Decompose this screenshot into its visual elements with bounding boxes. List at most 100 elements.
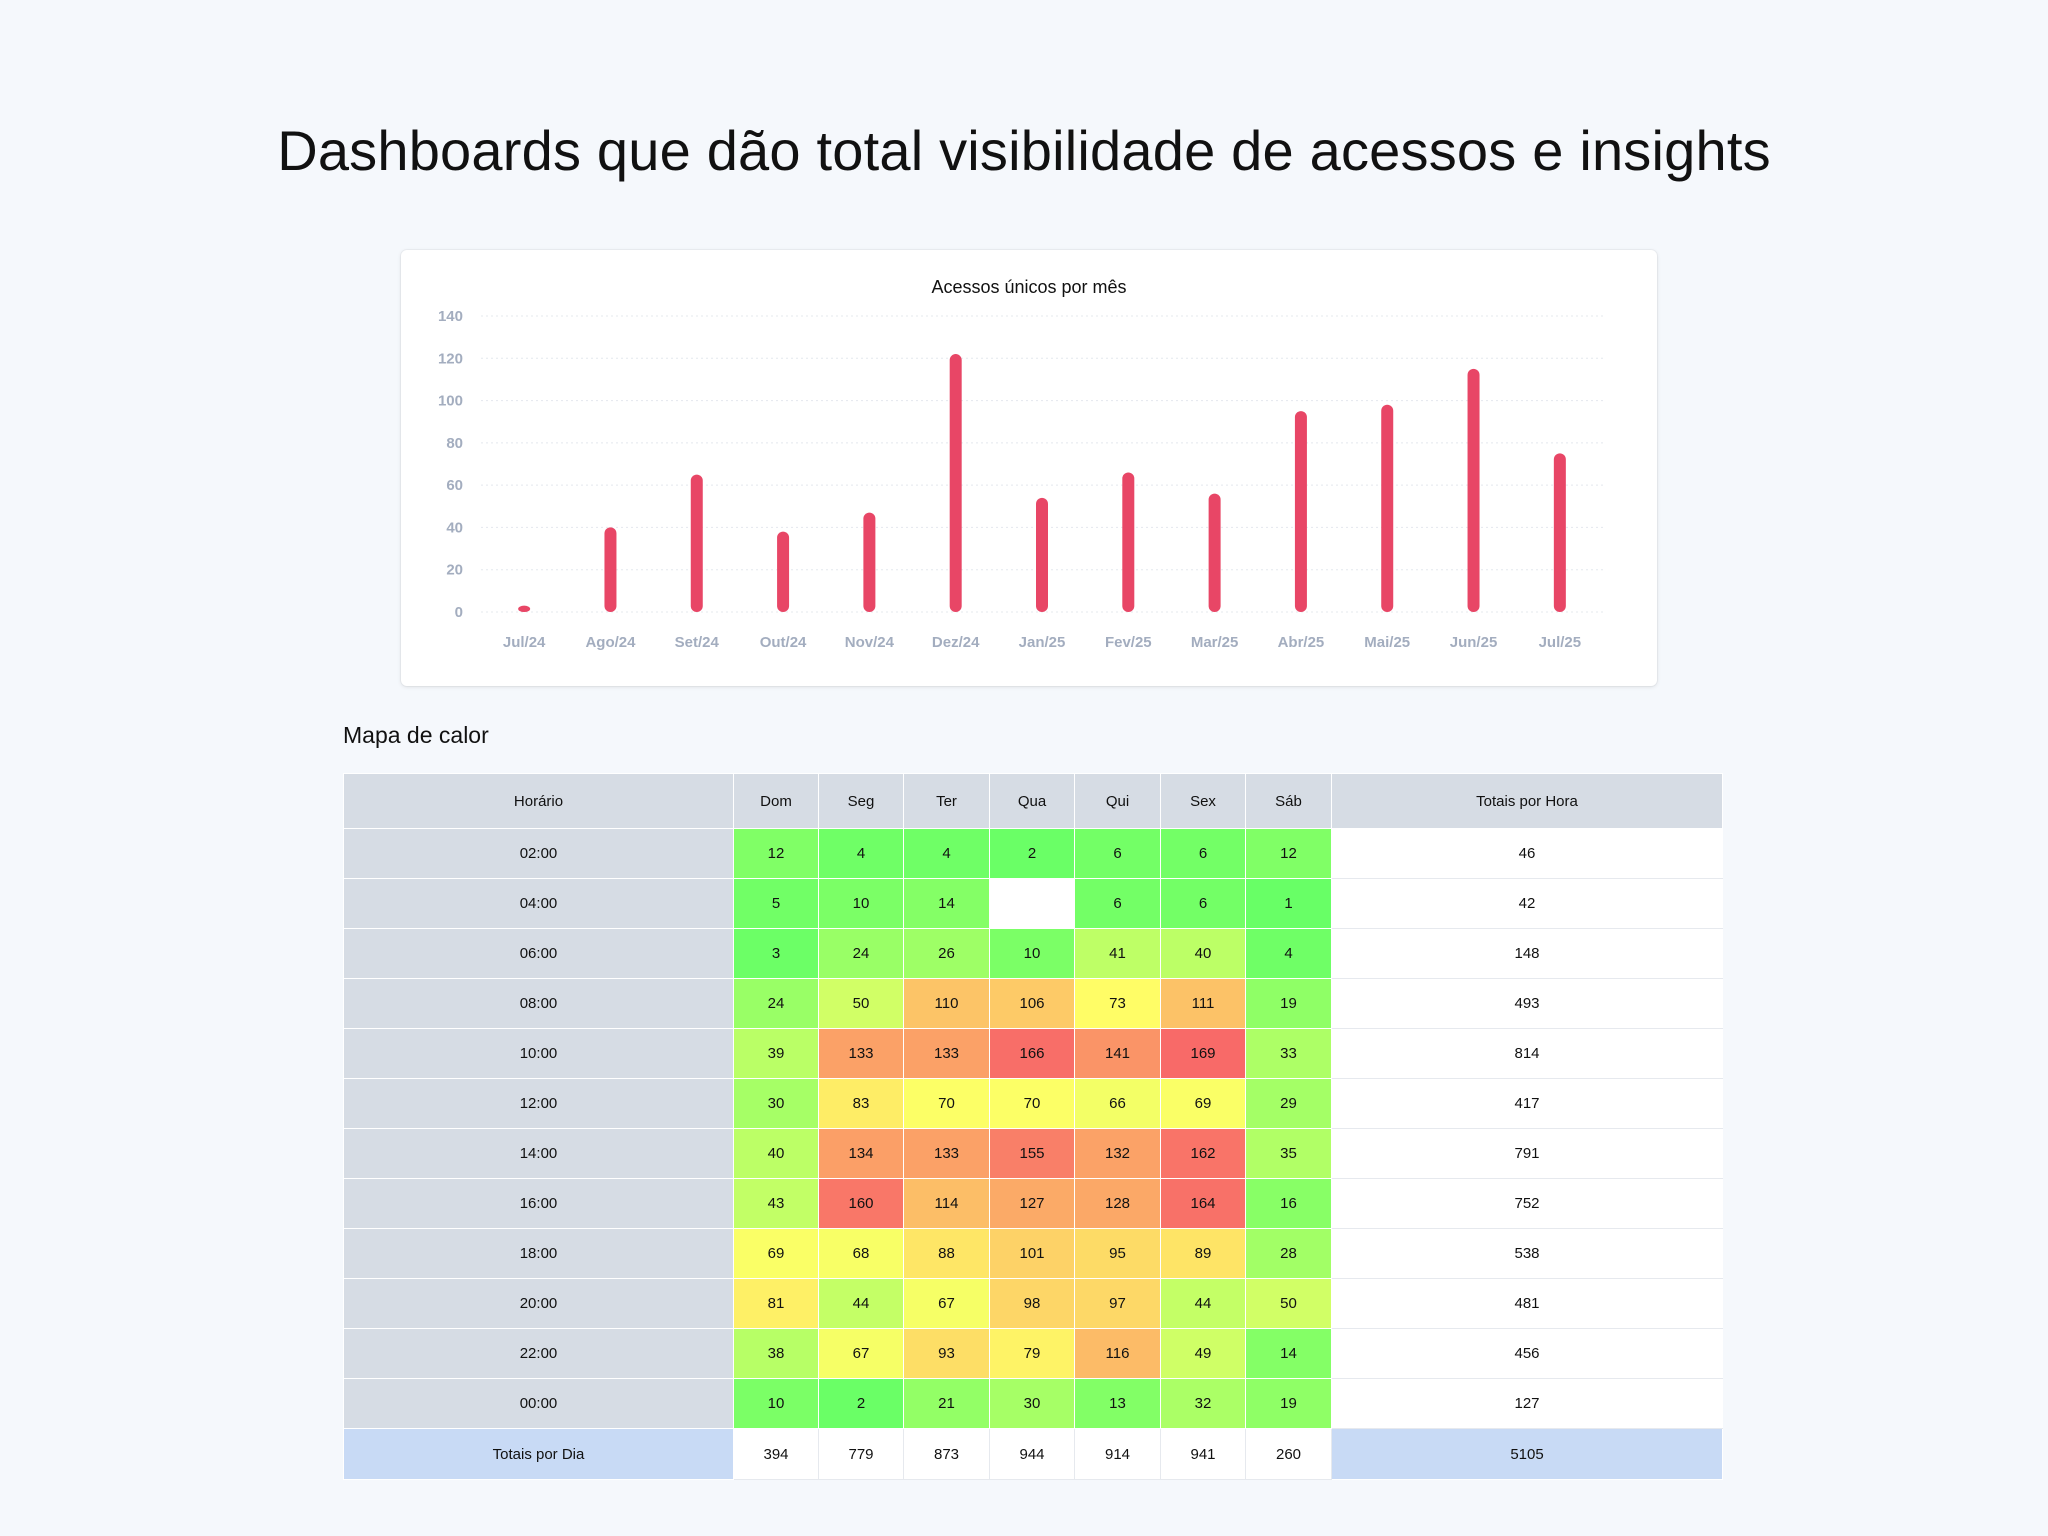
heat-cell: 4 — [818, 828, 904, 879]
heat-cell: 10 — [989, 928, 1075, 979]
heat-cell: 39 — [733, 1028, 819, 1079]
heatmap-row: 20:00 81 44 67 98 97 44 50 481 — [343, 1278, 1723, 1329]
heat-cell: 69 — [733, 1228, 819, 1279]
heat-cell: 50 — [1245, 1278, 1332, 1329]
heat-cell: 6 — [1074, 878, 1161, 929]
hour-label: 22:00 — [343, 1328, 734, 1379]
heat-cell: 169 — [1160, 1028, 1246, 1079]
heatmap-row: 02:00 12 4 4 2 6 6 12 46 — [343, 828, 1723, 879]
y-tick-label: 100 — [438, 393, 463, 410]
hour-label: 04:00 — [343, 878, 734, 929]
heat-cell: 70 — [989, 1078, 1075, 1129]
heat-cell: 127 — [989, 1178, 1075, 1229]
heat-cell: 101 — [989, 1228, 1075, 1279]
x-tick-label: Ago/24 — [585, 634, 636, 651]
y-tick-label: 80 — [446, 435, 463, 452]
heat-cell: 128 — [1074, 1178, 1161, 1229]
day-total: 944 — [989, 1428, 1075, 1480]
heat-cell: 28 — [1245, 1228, 1332, 1279]
heat-cell: 30 — [733, 1078, 819, 1129]
bar[interactable] — [1294, 411, 1307, 612]
bar[interactable] — [949, 354, 962, 612]
heat-cell: 24 — [818, 928, 904, 979]
y-tick-label: 40 — [446, 519, 463, 536]
heat-cell: 6 — [1160, 878, 1246, 929]
bar[interactable] — [777, 531, 790, 612]
hour-label: 08:00 — [343, 978, 734, 1029]
heatmap-row: 08:00 24 50 110 106 73 111 19 493 — [343, 978, 1723, 1029]
x-tick-label: Jul/24 — [503, 634, 546, 651]
heat-cell: 98 — [989, 1278, 1075, 1329]
heat-cell: 21 — [903, 1378, 990, 1429]
hour-total: 42 — [1331, 878, 1723, 929]
heat-cell: 6 — [1074, 828, 1161, 879]
heat-cell: 68 — [818, 1228, 904, 1279]
heat-cell: 32 — [1160, 1378, 1246, 1429]
heat-cell: 69 — [1160, 1078, 1246, 1129]
heat-cell: 114 — [903, 1178, 990, 1229]
hour-total: 417 — [1331, 1078, 1723, 1129]
hour-label: 14:00 — [343, 1128, 734, 1179]
heat-cell: 67 — [818, 1328, 904, 1379]
heatmap-title: Mapa de calor — [343, 722, 489, 748]
hour-label: 10:00 — [343, 1028, 734, 1079]
heat-cell: 70 — [903, 1078, 990, 1129]
heat-cell: 14 — [1245, 1328, 1332, 1379]
bar[interactable] — [690, 474, 703, 612]
bar[interactable] — [1208, 493, 1221, 612]
heatmap-row: 18:00 69 68 88 101 95 89 28 538 — [343, 1228, 1723, 1279]
header-day: Qua — [989, 773, 1075, 829]
heat-cell: 50 — [818, 978, 904, 1029]
y-tick-label: 60 — [446, 477, 463, 494]
hour-label: 02:00 — [343, 828, 734, 879]
bar[interactable] — [1553, 453, 1566, 612]
heatmap-row: 22:00 38 67 93 79 116 49 14 456 — [343, 1328, 1723, 1379]
bar[interactable] — [1467, 368, 1480, 612]
day-total: 779 — [818, 1428, 904, 1480]
heat-cell: 66 — [1074, 1078, 1161, 1129]
heat-cell: 93 — [903, 1328, 990, 1379]
heat-cell: 13 — [1074, 1378, 1161, 1429]
header-hour-totals: Totais por Hora — [1331, 773, 1723, 829]
hour-total: 148 — [1331, 928, 1723, 979]
heat-cell: 132 — [1074, 1128, 1161, 1179]
hour-label: 00:00 — [343, 1378, 734, 1429]
heat-cell: 38 — [733, 1328, 819, 1379]
hour-label: 16:00 — [343, 1178, 734, 1229]
bar[interactable] — [1036, 497, 1048, 612]
x-tick-label: Mar/25 — [1191, 634, 1239, 651]
heatmap-row: 16:00 43 160 114 127 128 164 16 752 — [343, 1178, 1723, 1229]
hour-total: 46 — [1331, 828, 1723, 879]
bar[interactable] — [604, 527, 617, 612]
page-title: Dashboards que dão total visibilidade de… — [277, 119, 1771, 182]
heat-cell: 41 — [1074, 928, 1161, 979]
x-tick-label: Jun/25 — [1450, 634, 1498, 651]
footer-label: Totais por Dia — [343, 1428, 734, 1480]
chart-title: Acessos únicos por mês — [931, 277, 1126, 297]
heat-cell: 133 — [903, 1128, 990, 1179]
heat-cell: 134 — [818, 1128, 904, 1179]
heatmap-footer-row: Totais por Dia 394 779 873 944 914 941 260 5105 — [343, 1428, 1723, 1480]
heatmap-row: 10:00 39 133 133 166 141 169 33 814 — [343, 1028, 1723, 1079]
heat-cell: 1 — [1245, 878, 1332, 929]
heat-cell: 133 — [818, 1028, 904, 1079]
heat-cell: 110 — [903, 978, 990, 1029]
bar[interactable] — [1381, 404, 1394, 612]
heat-cell: 73 — [1074, 978, 1161, 1029]
header-day: Dom — [733, 773, 819, 829]
heat-cell: 10 — [818, 878, 904, 929]
bar-chart-svg: Acessos únicos por mês 0 20 40 60 80 100 120 14… — [438, 277, 1603, 651]
bar[interactable] — [1122, 472, 1135, 612]
heat-cell: 133 — [903, 1028, 990, 1079]
heat-cell: 29 — [1245, 1078, 1332, 1129]
grand-total: 5105 — [1331, 1428, 1723, 1480]
x-tick-label: Nov/24 — [845, 634, 895, 651]
bar[interactable] — [518, 605, 531, 612]
bar[interactable] — [863, 512, 876, 612]
heat-cell: 14 — [903, 878, 990, 929]
monthly-unique-access-chart: Acessos únicos por mês 0 20 40 60 80 100 120 14… — [401, 250, 1657, 686]
day-total: 941 — [1160, 1428, 1246, 1480]
hour-total: 538 — [1331, 1228, 1723, 1279]
hour-total: 456 — [1331, 1328, 1723, 1379]
heat-cell: 88 — [903, 1228, 990, 1279]
